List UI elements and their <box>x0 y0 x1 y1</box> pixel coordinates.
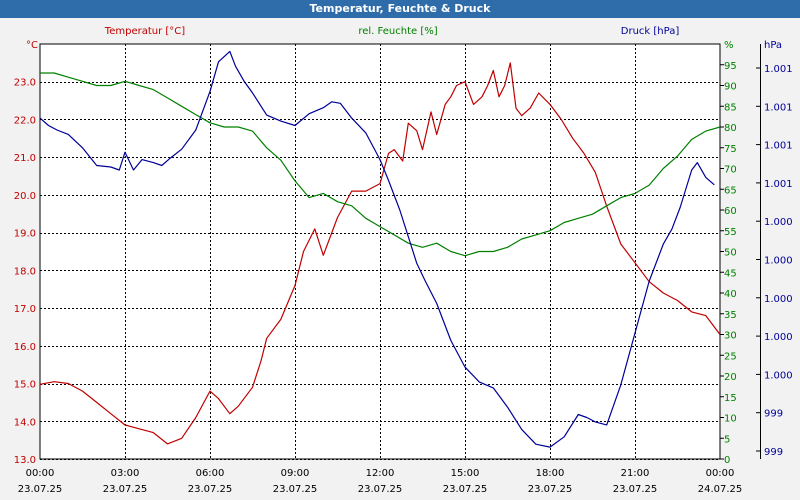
temperature-tick-label: 14.0 <box>14 417 36 428</box>
pressure-series-line <box>39 50 715 448</box>
time-tick-label: 09:00 <box>281 468 310 479</box>
pressure-tick-label: 1.000 <box>764 217 793 228</box>
humidity-axis: 0 5 10 15 20 25 30 35 40 45 50 55 60 65 70 75 80 85 90 95% <box>720 40 737 466</box>
date-tick-label: 23.07.25 <box>528 484 573 495</box>
time-tick-label: 12:00 <box>366 468 395 479</box>
humidity-tick-label: 30 <box>724 331 737 342</box>
temperature-tick-label: 17.0 <box>14 304 36 315</box>
pressure-tick-label: 1.001 <box>764 179 793 190</box>
temperature-tick-label: 20.0 <box>14 191 36 202</box>
date-tick-label: 23.07.25 <box>188 484 233 495</box>
time-tick-label: 03:00 <box>111 468 140 479</box>
time-tick-label: 00:00 <box>26 468 55 479</box>
humidity-tick-label: 65 <box>724 185 737 196</box>
temperature-tick-label: 21.0 <box>14 153 36 164</box>
humidity-series-line <box>40 72 721 257</box>
pressure-tick-label: 1.000 <box>764 256 793 267</box>
time-tick-label: 06:00 <box>196 468 225 479</box>
humidity-tick-label: 80 <box>724 123 737 134</box>
temperature-tick-label: 18.0 <box>14 266 36 277</box>
date-tick-label: 23.07.25 <box>443 484 488 495</box>
pressure-unit-label: hPa <box>764 40 782 51</box>
temperature-tick-label: 15.0 <box>14 380 36 391</box>
humidity-tick-label: 25 <box>724 351 737 362</box>
pressure-tick-label: 999 <box>764 447 783 458</box>
date-tick-label: 23.07.25 <box>358 484 403 495</box>
time-tick-label: 21:00 <box>621 468 650 479</box>
pressure-tick-label: 1.001 <box>764 64 793 75</box>
temperature-unit-label: °C <box>26 40 38 51</box>
humidity-tick-label: 60 <box>724 206 737 217</box>
time-tick-label: 18:00 <box>536 468 565 479</box>
pressure-tick-label: 999 <box>764 409 783 420</box>
humidity-tick-label: 40 <box>724 289 737 300</box>
pressure-tick-label: 1.000 <box>764 294 793 305</box>
humidity-tick-label: 90 <box>724 82 737 93</box>
series <box>39 50 721 448</box>
humidity-tick-label: 15 <box>724 393 737 404</box>
pressure-tick-label: 1.000 <box>764 370 793 381</box>
pressure-tick-label: 1.001 <box>764 141 793 152</box>
humidity-tick-label: 35 <box>724 310 737 321</box>
time-axis: 00:00 23.07.25 03:00 23.07.25 06:00 23.07.25 0… <box>18 468 743 495</box>
temperature-tick-label: 16.0 <box>14 342 36 353</box>
humidity-tick-label: 5 <box>724 434 730 445</box>
humidity-tick-label: 70 <box>724 165 737 176</box>
humidity-tick-label: 95 <box>724 61 737 72</box>
humidity-tick-label: 50 <box>724 248 737 259</box>
humidity-tick-label: 85 <box>724 102 737 113</box>
pressure-tick-label: 1.000 <box>764 332 793 343</box>
time-tick-label: 00:00 <box>706 468 735 479</box>
date-tick-label: 24.07.25 <box>698 484 743 495</box>
temperature-series-line <box>39 62 721 445</box>
humidity-tick-label: 0 <box>724 455 730 466</box>
pressure-tick-label: 1.001 <box>764 102 793 113</box>
grid <box>39 43 721 460</box>
temperature-series-label: Temperatur [°C] <box>104 26 185 37</box>
time-tick-label: 15:00 <box>451 468 480 479</box>
date-tick-label: 23.07.25 <box>273 484 318 495</box>
pressure-axis: 999 999 1.000 1.000 1.000 1.000 1.000 1.001 1.00… <box>756 40 793 459</box>
humidity-tick-label: 55 <box>724 227 737 238</box>
temperature-tick-label: 22.0 <box>14 115 36 126</box>
window-title: Temperatur, Feuchte & Druck <box>0 0 800 18</box>
date-tick-label: 23.07.25 <box>103 484 148 495</box>
humidity-tick-label: 75 <box>724 144 737 155</box>
humidity-unit-label: % <box>724 40 734 51</box>
humidity-tick-label: 20 <box>724 372 737 383</box>
pressure-series-label: Druck [hPa] <box>621 26 680 37</box>
humidity-tick-label: 45 <box>724 268 737 279</box>
date-tick-label: 23.07.25 <box>613 484 658 495</box>
humidity-tick-label: 10 <box>724 414 737 425</box>
date-tick-label: 23.07.25 <box>18 484 63 495</box>
temperature-tick-label: 13.0 <box>14 455 36 466</box>
temperature-tick-label: 19.0 <box>14 229 36 240</box>
temperature-tick-label: 23.0 <box>14 78 36 89</box>
axis-labels: Temperatur [°C] rel. Feuchte [%] Druck [hP… <box>104 26 680 37</box>
humidity-series-label: rel. Feuchte [%] <box>358 26 437 37</box>
temperature-axis: 13.0 14.0 15.0 16.0 17.0 18.0 19.0 20.0 21.0 22.0… <box>14 40 38 466</box>
